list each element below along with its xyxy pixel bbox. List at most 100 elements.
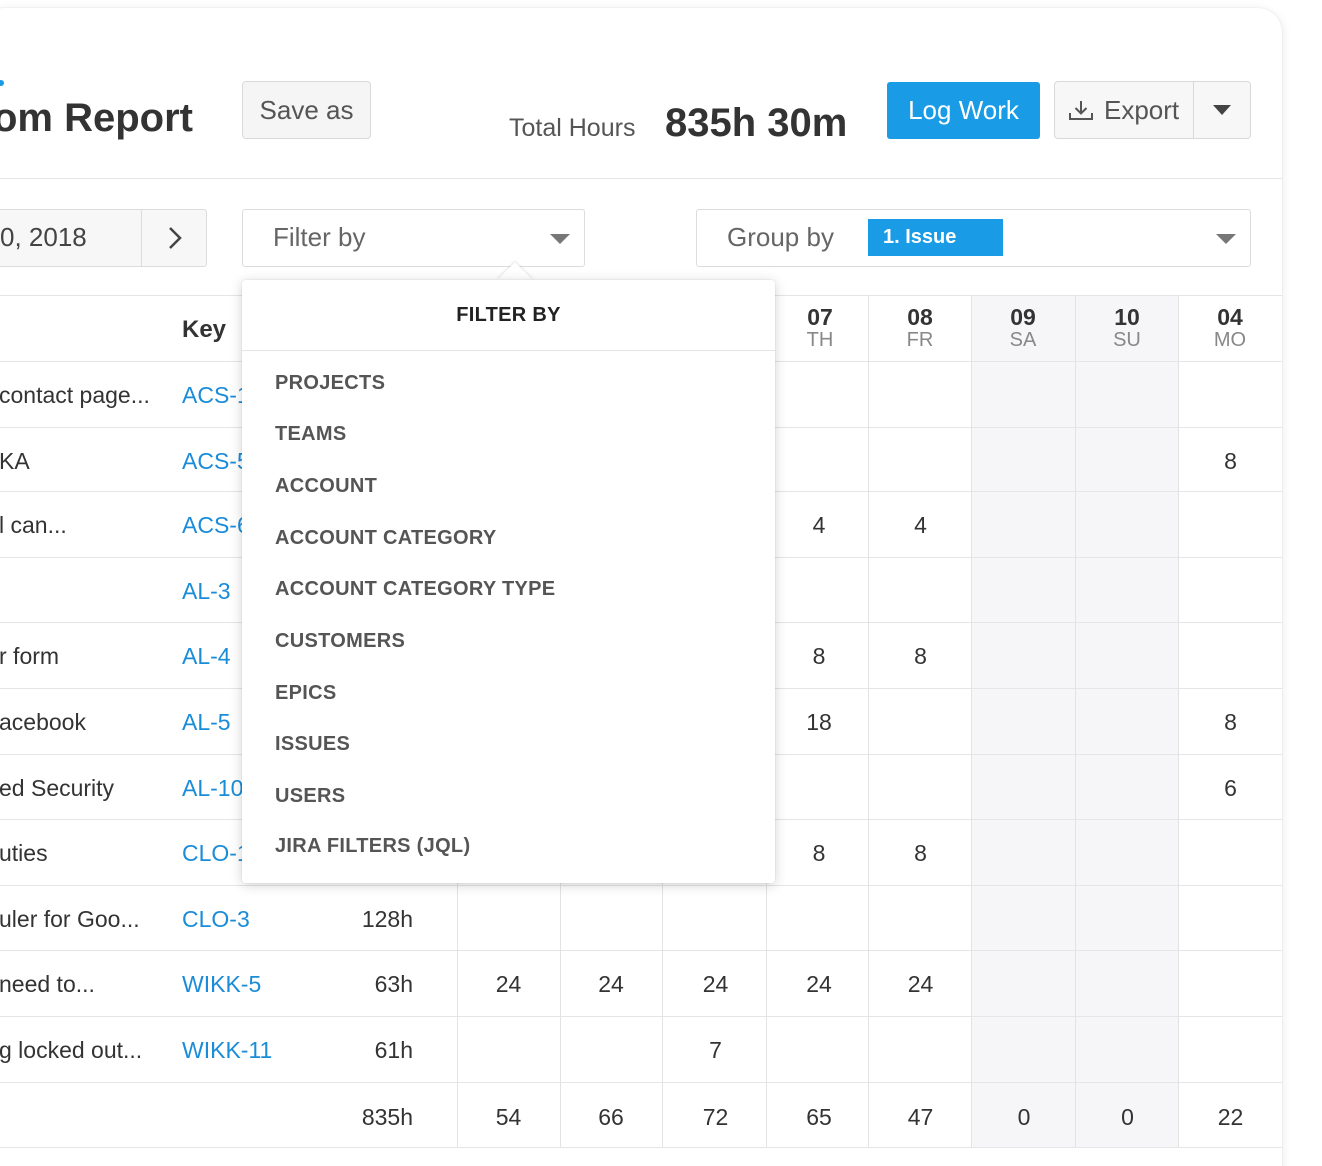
filter-option-issues[interactable]: ISSUES [275, 733, 351, 755]
day-column-header: 04 MO [1180, 305, 1280, 351]
save-as-button[interactable]: Save as [242, 81, 371, 139]
day-total: 0 [1121, 1104, 1134, 1130]
issue-summary: l can... [0, 512, 67, 538]
issue-summary: g locked out... [0, 1037, 143, 1063]
issue-summary: uties [0, 840, 48, 866]
day-name: SU [1113, 329, 1141, 351]
key-column-header[interactable]: Key [182, 316, 227, 343]
caret-down-icon [1216, 234, 1236, 244]
column-divider [1075, 295, 1076, 1147]
chevron-right-icon [168, 227, 182, 249]
log-work-button[interactable]: Log Work [887, 82, 1040, 139]
issue-summary: need to... [0, 971, 95, 997]
export-button[interactable]: Export [1055, 82, 1194, 138]
totals-divider [0, 1082, 1282, 1083]
issue-key-link[interactable]: AL-4 [182, 643, 231, 669]
row-divider [0, 950, 1282, 951]
issue-summary: uler for Goo... [0, 906, 140, 932]
filter-option-account-category-type[interactable]: ACCOUNT CATEGORY TYPE [275, 578, 556, 600]
day-number: 09 [1010, 304, 1036, 330]
log-work-label: Log Work [908, 95, 1019, 125]
column-divider [1178, 295, 1179, 1147]
issue-key-link[interactable]: ACS-1 [182, 382, 250, 408]
filter-option-projects[interactable]: PROJECTS [275, 372, 386, 394]
group-by-label: Group by [727, 222, 834, 252]
issue-key-link[interactable]: AL-10 [182, 775, 244, 801]
filter-by-placeholder: Filter by [273, 222, 366, 252]
hours-cell[interactable]: 4 [914, 512, 927, 538]
dropdown-title: FILTER BY [456, 304, 561, 326]
day-column-header: 09 SA [973, 305, 1073, 351]
day-number: 10 [1114, 304, 1140, 330]
hours-cell[interactable]: 6 [1224, 775, 1237, 801]
group-by-badge[interactable]: 1. Issue [868, 219, 1003, 256]
next-period-button[interactable] [141, 210, 207, 266]
issue-summary: ed Security [0, 775, 115, 801]
filter-option-jira-filters[interactable]: JIRA FILTERS (JQL) [275, 835, 471, 857]
issue-key-link[interactable]: AL-5 [182, 709, 231, 735]
dropdown-divider [242, 350, 775, 351]
day-column-header: 08 FR [870, 305, 970, 351]
filter-option-teams[interactable]: TEAMS [275, 423, 347, 445]
hours-cell[interactable]: 24 [495, 971, 522, 997]
hours-cell[interactable]: 4 [812, 512, 826, 538]
day-name: SA [1009, 329, 1037, 351]
caret-down-icon [1213, 105, 1231, 115]
hours-cell[interactable]: 8 [914, 840, 927, 866]
dropdown-pointer [497, 262, 533, 280]
hours-cell[interactable]: 8 [812, 840, 826, 866]
title-accent [0, 80, 4, 86]
column-divider [868, 295, 869, 1147]
issue-summary: contact page... [0, 382, 150, 408]
hours-cell[interactable]: 24 [702, 971, 729, 997]
day-name: MO [1213, 329, 1247, 351]
issue-summary: KA [0, 448, 30, 474]
filter-option-customers[interactable]: CUSTOMERS [275, 630, 406, 652]
row-divider [0, 1016, 1282, 1017]
hours-cell[interactable]: 24 [598, 971, 624, 997]
date-range-picker[interactable] [0, 209, 207, 267]
issue-key-link[interactable]: CLO-1 [182, 840, 250, 866]
day-total: 65 [806, 1104, 832, 1130]
column-divider [971, 295, 972, 1147]
hours-cell[interactable]: 24 [907, 971, 934, 997]
day-number: 04 [1217, 304, 1243, 330]
issue-key-link[interactable]: CLO-3 [182, 906, 250, 932]
issue-key-link[interactable]: ACS-6 [182, 512, 250, 538]
header-divider [0, 178, 1282, 179]
filter-option-account-category[interactable]: ACCOUNT CATEGORY [275, 527, 497, 549]
total-hours-value: 835h 30m [665, 101, 848, 145]
download-icon [1069, 101, 1093, 120]
grand-total-hours: 835h [361, 1104, 413, 1130]
hours-cell[interactable]: 8 [1224, 448, 1237, 474]
hours-cell[interactable]: 7 [709, 1037, 722, 1063]
export-label: Export [1104, 94, 1180, 125]
day-total: 54 [495, 1104, 522, 1130]
hours-cell[interactable]: 8 [914, 643, 927, 669]
filter-option-account[interactable]: ACCOUNT [275, 475, 378, 497]
export-menu-button[interactable] [1194, 104, 1250, 116]
save-as-label: Save as [259, 94, 354, 125]
filter-by-select[interactable] [242, 209, 585, 267]
issue-key-link[interactable]: WIKK-5 [182, 971, 262, 997]
issue-total-hours: 128h [361, 906, 413, 932]
hours-cell[interactable]: 24 [806, 971, 832, 997]
hours-cell[interactable]: 8 [1224, 709, 1237, 735]
export-button-group: Export [1054, 81, 1251, 139]
day-column-header: 10 SU [1077, 305, 1177, 351]
issue-key-link[interactable]: ACS-5 [182, 448, 250, 474]
hours-cell[interactable]: 8 [812, 643, 826, 669]
issue-key-link[interactable]: WIKK-11 [182, 1037, 273, 1063]
day-total: 72 [702, 1104, 729, 1130]
day-total: 66 [598, 1104, 624, 1130]
filter-option-users[interactable]: USERS [275, 785, 346, 807]
day-name: TH [806, 329, 834, 351]
caret-down-icon [550, 234, 570, 244]
day-column-header: 07 TH [770, 305, 870, 351]
hours-cell[interactable]: 18 [806, 709, 832, 735]
day-number: 07 [807, 304, 833, 330]
issue-key-link[interactable]: AL-3 [182, 578, 231, 604]
filter-option-epics[interactable]: EPICS [275, 682, 337, 704]
row-divider [0, 885, 1282, 886]
issue-summary: r form [0, 643, 60, 669]
